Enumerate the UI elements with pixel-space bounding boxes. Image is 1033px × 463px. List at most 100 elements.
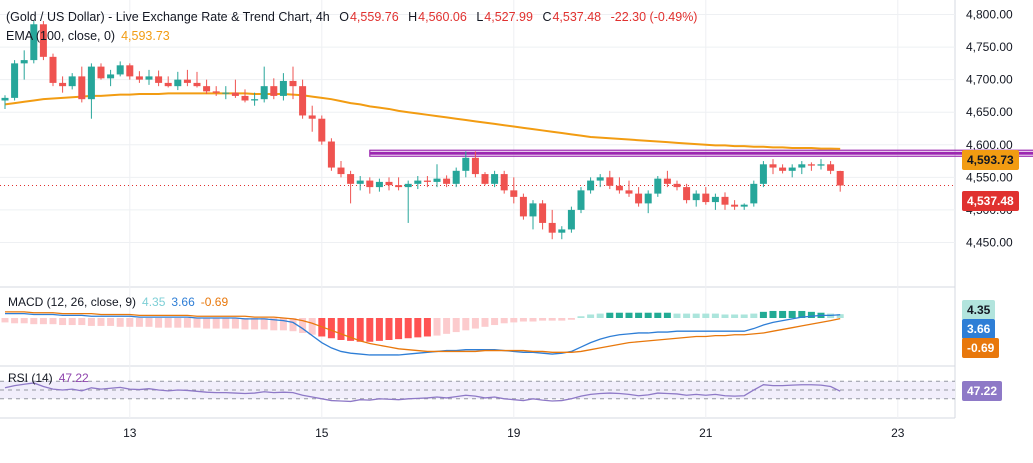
- candle-body: [260, 86, 268, 100]
- candle-body: [183, 79, 191, 83]
- macd-histogram-bar: [212, 318, 220, 329]
- rsi-line: [4, 382, 841, 403]
- macd-histogram-bar: [135, 318, 143, 327]
- candle-body: [126, 65, 134, 77]
- candle-body: [97, 66, 105, 79]
- macd-histogram-bar: [270, 318, 278, 331]
- macd-histogram-bar: [260, 318, 268, 330]
- macd-histogram-bar: [491, 318, 499, 326]
- macd-histogram-bar: [423, 318, 431, 337]
- time-tick-label: 13: [123, 426, 137, 440]
- ohlc-legend: (Gold / US Dollar) - Live Exchange Rate …: [6, 10, 698, 24]
- macd-histogram-bar: [337, 318, 345, 340]
- candle-body: [279, 80, 287, 96]
- macd-histogram-bar: [539, 318, 547, 321]
- candle-body: [519, 196, 527, 217]
- macd-histogram-bar: [155, 318, 163, 328]
- close-value: 4,537.48: [552, 10, 602, 24]
- macd-histogram-bar: [596, 313, 604, 318]
- macd-histogram-bar: [97, 318, 105, 326]
- macd-histogram-bar: [462, 318, 470, 331]
- macd-histogram-bar: [68, 318, 76, 326]
- macd-histogram-bar: [203, 318, 211, 329]
- ema-legend[interactable]: EMA (100, close, 0) 4,593.73: [6, 29, 170, 43]
- macd-histogram-bar: [452, 318, 460, 333]
- candle-body: [769, 164, 777, 168]
- macd-histogram-bar: [404, 318, 412, 339]
- macd-histogram-bar: [49, 318, 57, 325]
- macd-histogram-bar: [375, 318, 383, 341]
- candle-body: [443, 178, 451, 184]
- candle-body: [39, 24, 47, 57]
- candle-body: [788, 167, 796, 171]
- macd-histogram-bar: [798, 310, 806, 318]
- macd-histogram-bar: [529, 318, 537, 322]
- macd-histogram-bar: [20, 318, 28, 324]
- candle-body: [558, 229, 566, 233]
- candle-body: [1, 97, 9, 101]
- macd-histogram-bar: [78, 318, 86, 326]
- candle-body: [59, 82, 67, 87]
- macd-histogram-bar: [510, 318, 518, 323]
- candle-body: [270, 86, 278, 96]
- macd-histogram-bar: [635, 312, 643, 318]
- candle-body: [49, 56, 57, 83]
- macd-histogram-bar: [366, 318, 374, 342]
- rsi-legend[interactable]: RSI (14) 47.22: [8, 371, 89, 385]
- candle-body: [87, 66, 95, 100]
- macd-legend[interactable]: MACD (12, 26, close, 9) 4.35 3.66 -0.69: [8, 295, 228, 309]
- candle-body: [20, 60, 28, 64]
- candle-body: [577, 190, 585, 210]
- candle-body: [356, 180, 364, 184]
- macd-histogram-bar: [308, 318, 316, 335]
- rsi-tag: 47.22: [962, 381, 1003, 401]
- macd-histogram-bar: [673, 313, 681, 318]
- macd-histogram-bar: [356, 318, 364, 342]
- macd-hist-value: 4.35: [142, 295, 166, 309]
- candle-body: [155, 76, 163, 83]
- candle-body: [673, 183, 681, 188]
- candle-body: [404, 183, 412, 188]
- macd-histogram-bar: [347, 318, 355, 341]
- macd-histogram-bar: [279, 318, 287, 331]
- candle-body: [779, 167, 787, 171]
- macd-histogram-bar: [241, 318, 249, 330]
- candle-body: [203, 86, 211, 92]
- macd-histogram-bar: [395, 318, 403, 340]
- rsi-label: RSI (14): [8, 371, 53, 385]
- macd-histogram-bar: [788, 310, 796, 318]
- candle-body: [731, 204, 739, 207]
- price-tick-label: 4,650.00: [966, 105, 1013, 119]
- macd-histogram-bar: [654, 312, 662, 318]
- candle-body: [740, 204, 748, 207]
- macd-histogram-bar: [721, 314, 729, 318]
- macd-histogram-bar: [683, 313, 691, 318]
- macd-histogram-bar: [807, 311, 815, 318]
- candle-body: [327, 141, 335, 168]
- high-value: 4,560.06: [418, 10, 467, 24]
- macd-line: [5, 312, 841, 356]
- candle-body: [615, 185, 623, 191]
- candle-body: [318, 118, 326, 142]
- macd-histogram-bar: [433, 318, 441, 336]
- candle-body: [107, 74, 115, 79]
- candle-body: [759, 164, 767, 184]
- macd-histogram-bar: [471, 318, 479, 329]
- macd-hist-tag: 4.35: [962, 300, 996, 320]
- candle-body: [251, 99, 259, 101]
- macd-histogram-bar: [1, 318, 9, 323]
- macd-histogram-bar: [663, 312, 671, 318]
- candle-body: [481, 174, 489, 184]
- candle-body: [827, 164, 835, 171]
- candle-body: [375, 181, 383, 188]
- candle-body: [116, 65, 124, 75]
- ema-line: [4, 92, 841, 150]
- candle-body: [299, 86, 307, 116]
- candle-body: [366, 180, 374, 188]
- macd-histogram-bar: [87, 318, 95, 326]
- candle-body: [135, 76, 143, 80]
- candle-body: [500, 174, 508, 191]
- macd-histogram-bar: [769, 310, 777, 318]
- macd-histogram-bar: [615, 312, 623, 318]
- macd-histogram-bar: [107, 318, 115, 326]
